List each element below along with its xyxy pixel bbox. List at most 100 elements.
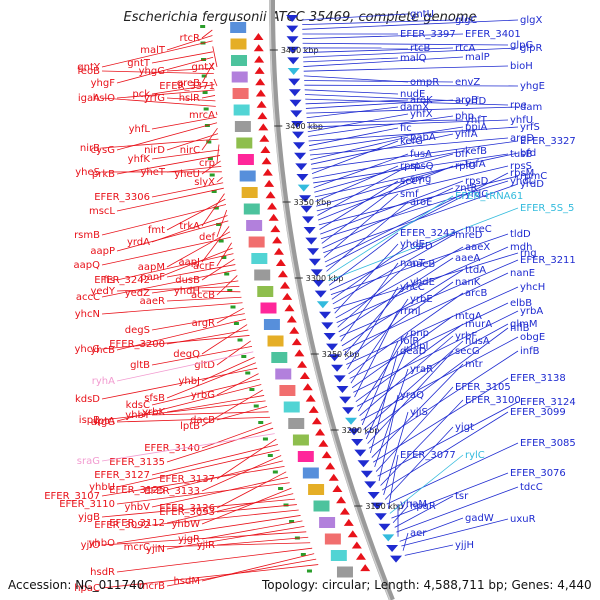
gene-label: nusA	[465, 336, 490, 347]
gene-connector	[116, 253, 234, 281]
gene-label: mtgA	[455, 311, 482, 322]
gene-label: EFER_3133	[144, 486, 200, 497]
gene-label: EFER_3140	[144, 443, 200, 454]
feature-marker	[237, 338, 243, 342]
gene-connector	[215, 111, 218, 116]
feature-marker	[221, 256, 227, 259]
forward-gene-arrow	[282, 292, 293, 300]
feature-track-block	[319, 517, 336, 528]
gene-label: smg	[410, 174, 431, 185]
gene-label: pabA	[410, 132, 436, 143]
gene-label: EFER_3401	[465, 29, 521, 40]
gene-connector	[367, 350, 454, 444]
feature-track-block	[232, 88, 249, 99]
forward-gene-arrow	[305, 394, 316, 402]
gene-connector	[101, 433, 275, 462]
gene-label: aaeB	[410, 259, 435, 270]
gene-connector	[201, 258, 235, 281]
gene-connector	[101, 302, 243, 315]
accession-label: Accession: NC_011740	[8, 578, 145, 592]
position-tick-label: 3150 kbp	[365, 502, 403, 511]
gene-label: secY	[400, 176, 424, 187]
gene-label: deaD	[400, 346, 427, 357]
gene-connector	[333, 252, 519, 310]
gene-label: EFER_3397	[400, 29, 456, 40]
forward-gene-arrow	[351, 541, 362, 549]
feature-marker	[306, 569, 312, 573]
gene-label: feoB	[77, 66, 100, 77]
gene-connector	[216, 307, 244, 324]
gene-connector	[346, 286, 519, 365]
feature-marker	[203, 107, 209, 111]
gene-label: gntT	[127, 58, 151, 69]
gene-connector	[151, 280, 239, 294]
reverse-gene-arrow	[305, 237, 318, 245]
gene-label: yhbW	[172, 519, 201, 530]
gene-label: EFER_3107	[44, 491, 100, 502]
gene-connector	[359, 335, 454, 416]
gene-label: infB	[520, 346, 540, 357]
feature-marker	[272, 470, 278, 474]
forward-gene-arrow	[311, 417, 322, 425]
gene-label: accB	[191, 290, 215, 301]
gene-label: elbB	[510, 298, 532, 309]
gene-label: argG	[91, 417, 115, 428]
forward-gene-arrow	[253, 33, 264, 40]
gene-connector	[323, 183, 519, 254]
gene-connector	[101, 97, 216, 107]
gene-connector	[311, 140, 519, 170]
feature-track-block	[230, 22, 247, 33]
forward-gene-arrow	[257, 112, 268, 120]
gene-label: yhcG	[74, 344, 100, 355]
gene-label: kdsD	[75, 394, 100, 405]
gene-connector	[116, 187, 224, 212]
gene-label: EFER_3112	[109, 518, 165, 529]
gene-label: yhgF	[91, 78, 116, 89]
gene-connector	[387, 454, 399, 509]
forward-gene-arrow	[265, 191, 276, 199]
gene-label: rtcR	[180, 33, 201, 44]
gene-label: EFER_3138	[510, 373, 566, 384]
gene-connector	[303, 57, 399, 63]
gene-label: kdsC	[126, 400, 150, 411]
gene-connector	[166, 97, 216, 102]
gene-connector	[304, 84, 519, 87]
feature-track-block	[231, 55, 248, 66]
gene-label: malT	[140, 45, 166, 56]
reverse-gene-arrow	[331, 364, 344, 372]
gene-label: rrmJ	[400, 306, 421, 317]
gene-label: yhdH	[174, 286, 200, 297]
gene-label: tufA	[465, 159, 486, 170]
feature-marker	[211, 190, 217, 193]
gene-label: yhfL	[129, 124, 151, 135]
reverse-gene-arrow	[323, 333, 336, 340]
reverse-gene-arrow	[286, 25, 299, 33]
gene-connector	[216, 144, 220, 164]
gene-connector	[201, 389, 263, 427]
gene-label: accC	[76, 292, 100, 303]
forward-gene-arrow	[297, 360, 308, 368]
gene-label: EFER_3243	[400, 228, 456, 239]
forward-gene-arrow	[347, 530, 358, 538]
feature-track-block	[231, 71, 248, 83]
gene-label: EFER_3077	[400, 450, 456, 461]
reverse-gene-arrow	[339, 396, 352, 404]
gene-label: yrdC	[465, 189, 488, 200]
gene-label: EFER_3200	[109, 339, 165, 350]
feature-track-block	[241, 187, 258, 198]
forward-gene-arrow	[254, 66, 265, 74]
gene-label: pnp	[410, 328, 429, 339]
feature-marker	[206, 140, 212, 144]
gene-connector	[380, 399, 464, 486]
gene-connector	[151, 116, 217, 130]
position-tick-label: 3200 kbp	[342, 426, 380, 435]
gene-label: nanE	[510, 268, 535, 279]
gene-connector	[101, 236, 231, 266]
gene-connector	[101, 204, 227, 236]
gene-connector	[310, 133, 454, 165]
gene-connector	[216, 242, 232, 267]
gene-label: bfr	[455, 149, 470, 160]
gene-connector	[166, 493, 294, 524]
gene-label: yedZ	[125, 288, 150, 299]
